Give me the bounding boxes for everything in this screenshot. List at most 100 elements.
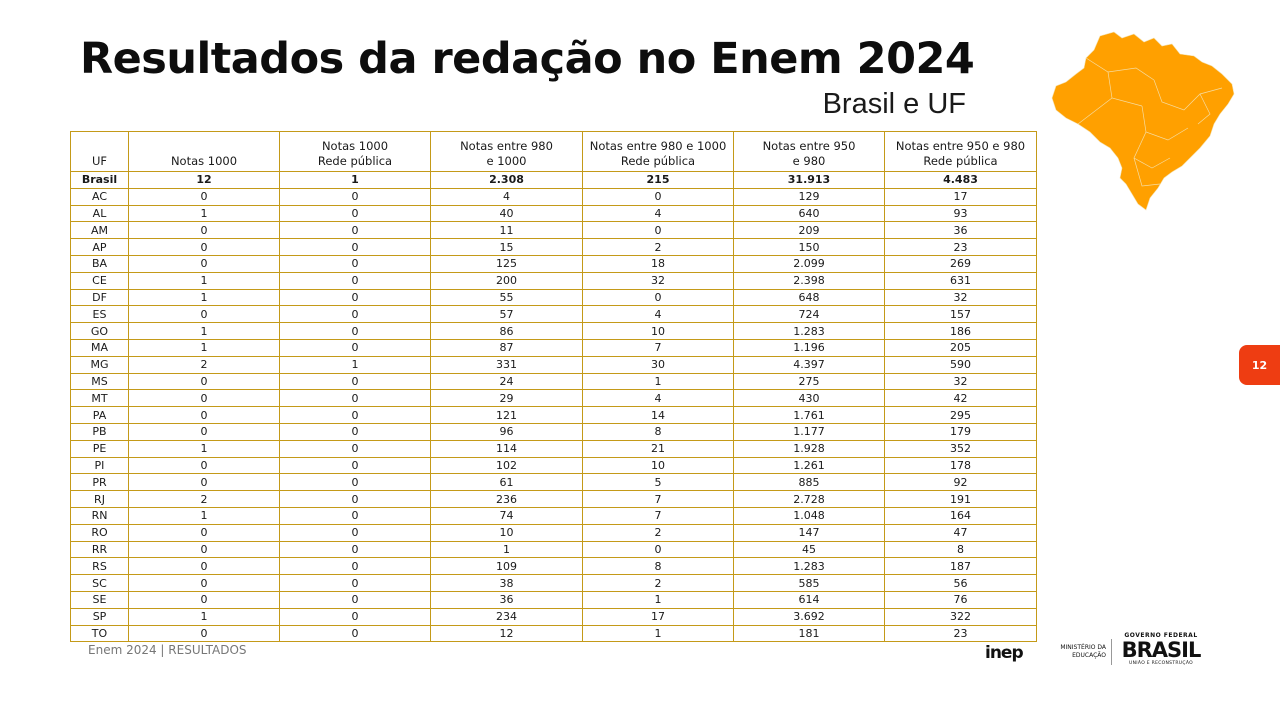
- table-cell: 30: [582, 355, 734, 374]
- table-cell: 585: [733, 574, 885, 592]
- mec-logo-line2: EDUCAÇÃO: [1072, 652, 1106, 659]
- table-cell: 0: [128, 540, 280, 559]
- table-cell-uf: PI: [70, 456, 129, 475]
- table-cell: 275: [733, 372, 885, 391]
- table-cell: 1: [279, 355, 431, 374]
- table-cell: 17: [582, 607, 734, 626]
- table-cell-uf: ES: [70, 305, 129, 324]
- table-cell: 32: [884, 372, 1037, 391]
- table-cell: 23: [884, 624, 1037, 643]
- table-cell: 0: [279, 557, 431, 576]
- table-row: RR 0 0 1 0 45 8: [70, 540, 1037, 559]
- table-cell-uf: MS: [70, 372, 129, 391]
- table-cell: 0: [279, 322, 431, 340]
- column-header-notas-1000: Notas 1000: [128, 131, 280, 172]
- table-cell: 0: [128, 221, 280, 240]
- table-cell: 32: [582, 271, 734, 290]
- table-row: GO 1 0 86 10 1.283 186: [70, 322, 1037, 340]
- table-cell: 0: [128, 574, 280, 592]
- table-cell: 0: [279, 490, 431, 508]
- table-cell: 2: [128, 355, 280, 374]
- table-cell: 0: [128, 590, 280, 609]
- table-cell: 23: [884, 238, 1037, 256]
- table-cell: 125: [430, 254, 583, 273]
- table-row: AM 0 0 11 0 209 36: [70, 221, 1037, 240]
- table-cell: 295: [884, 406, 1037, 424]
- table-row-total: Brasil 12 1 2.308 215 31.913 4.483: [70, 171, 1037, 189]
- table-cell-uf: AC: [70, 187, 129, 206]
- table-cell: 121: [430, 406, 583, 424]
- table-cell: 12: [128, 171, 280, 189]
- table-cell: 0: [279, 305, 431, 324]
- page-title: Resultados da redação no Enem 2024: [80, 34, 975, 84]
- table-cell-uf: RO: [70, 523, 129, 542]
- table-cell: 96: [430, 422, 583, 441]
- table-cell: 1: [430, 540, 583, 559]
- table-cell: 36: [430, 590, 583, 609]
- table-cell: 7: [582, 338, 734, 357]
- table-cell: 14: [582, 406, 734, 424]
- table-row: RN 1 0 74 7 1.048 164: [70, 506, 1037, 525]
- table-cell: 102: [430, 456, 583, 475]
- table-cell: 0: [279, 406, 431, 424]
- table-cell: 1: [128, 271, 280, 290]
- table-cell: 0: [279, 238, 431, 256]
- table-cell-uf: PB: [70, 422, 129, 441]
- table-row: MG 2 1 331 30 4.397 590: [70, 355, 1037, 374]
- table-cell: 269: [884, 254, 1037, 273]
- table-cell: 1: [128, 338, 280, 357]
- table-cell: 1: [582, 372, 734, 391]
- table-cell: 0: [279, 288, 431, 307]
- table-cell: 42: [884, 389, 1037, 408]
- table-cell: 0: [279, 523, 431, 542]
- table-cell: 1.928: [733, 439, 885, 458]
- table-cell: 87: [430, 338, 583, 357]
- table-cell: 1.196: [733, 338, 885, 357]
- table-cell: 0: [128, 422, 280, 441]
- column-header-notas-980-1000: Notas entre 980 e 1000: [430, 131, 583, 172]
- table-cell: 1: [128, 288, 280, 307]
- table-cell: 885: [733, 473, 885, 492]
- table-cell: 0: [279, 607, 431, 626]
- brazil-map-icon: [1051, 31, 1235, 211]
- table-cell: 0: [128, 389, 280, 408]
- table-cell: 0: [279, 506, 431, 525]
- table-cell: 1: [128, 204, 280, 223]
- table-cell: 1: [128, 439, 280, 458]
- table-cell-uf: MT: [70, 389, 129, 408]
- table-cell: 0: [128, 238, 280, 256]
- table-cell: 0: [279, 187, 431, 206]
- table-cell: 56: [884, 574, 1037, 592]
- table-cell: 0: [279, 372, 431, 391]
- table-row: SC 0 0 38 2 585 56: [70, 574, 1037, 592]
- table-cell: 236: [430, 490, 583, 508]
- table-cell: 45: [733, 540, 885, 559]
- table-cell: 0: [279, 389, 431, 408]
- table-cell: 0: [279, 254, 431, 273]
- gov-logo-top: GOVERNO FEDERAL: [1124, 632, 1198, 639]
- table-cell: 179: [884, 422, 1037, 441]
- table-cell: 8: [582, 557, 734, 576]
- column-header-notas-950-980-rede-publica: Notas entre 950 e 980 Rede pública: [884, 131, 1037, 172]
- table-cell: 0: [128, 557, 280, 576]
- inep-logo: inep: [985, 643, 1024, 663]
- table-cell-uf: SP: [70, 607, 129, 626]
- table-cell: 2.728: [733, 490, 885, 508]
- table-body: Brasil 12 1 2.308 215 31.913 4.483 AC 0 0 4 0 129 17 A…: [70, 171, 1037, 643]
- table-cell: 36: [884, 221, 1037, 240]
- table-cell: 114: [430, 439, 583, 458]
- table-cell: 47: [884, 523, 1037, 542]
- table-cell: 322: [884, 607, 1037, 626]
- table-cell: 1.048: [733, 506, 885, 525]
- table-cell: 181: [733, 624, 885, 643]
- table-cell-uf: MG: [70, 355, 129, 374]
- logo-divider: [1111, 639, 1112, 665]
- table-cell-uf: BA: [70, 254, 129, 273]
- table-cell: 0: [279, 590, 431, 609]
- table-cell: 1.283: [733, 322, 885, 340]
- table-cell: 614: [733, 590, 885, 609]
- table-cell: 590: [884, 355, 1037, 374]
- table-row: RO 0 0 10 2 147 47: [70, 523, 1037, 542]
- table-cell: 147: [733, 523, 885, 542]
- table-cell: 10: [582, 322, 734, 340]
